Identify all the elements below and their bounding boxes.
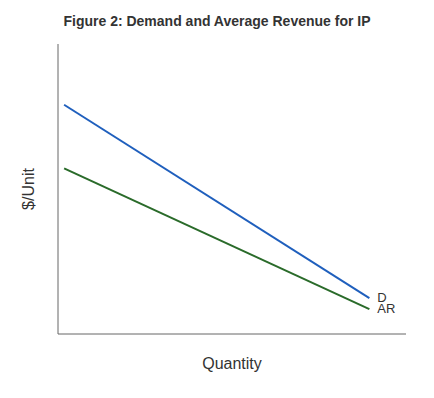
svg-text:AR: AR (377, 301, 395, 316)
html-text:Figure 2: Demand and Average R: Figure 2: Demand and Average Revenue for… (63, 13, 371, 29)
svg-text:Quantity: Quantity (202, 355, 262, 372)
svg-text:D: D (377, 290, 387, 306)
svg-text:$/Unit: $/Unit (20, 168, 37, 210)
